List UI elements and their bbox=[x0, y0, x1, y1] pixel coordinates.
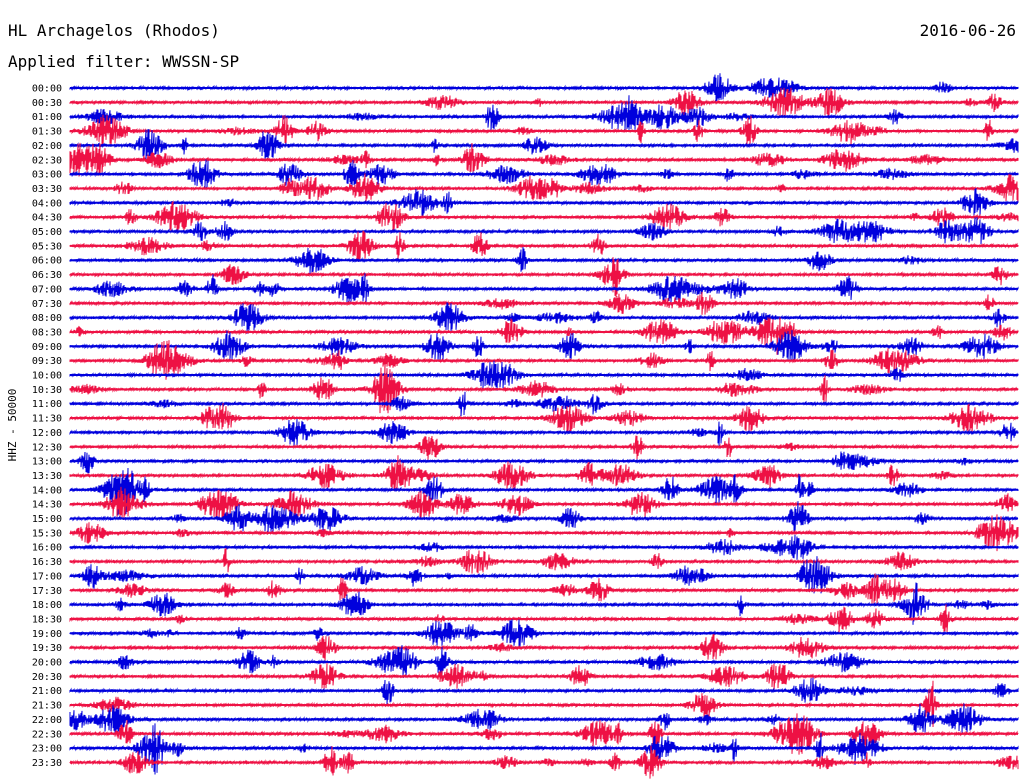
time-label: 17:30 bbox=[32, 586, 62, 597]
time-label: 13:00 bbox=[32, 457, 62, 468]
time-label: 23:00 bbox=[32, 744, 62, 755]
station-title: HL Archagelos (Rhodos) bbox=[8, 21, 220, 40]
time-label: 04:30 bbox=[32, 213, 62, 224]
time-label: 09:30 bbox=[32, 356, 62, 367]
time-labels: 00:00 00:30 01:00 01:30 02:00 02:30 03:00 03:30… bbox=[32, 84, 62, 769]
time-label: 19:00 bbox=[32, 629, 62, 640]
time-label: 21:30 bbox=[32, 701, 62, 712]
time-label: 16:30 bbox=[32, 557, 62, 568]
time-label: 00:00 bbox=[32, 84, 62, 95]
time-label: 03:00 bbox=[32, 170, 62, 181]
time-label: 17:00 bbox=[32, 571, 62, 582]
time-label: 19:30 bbox=[32, 643, 62, 654]
trace-line bbox=[69, 257, 1019, 297]
time-label: 11:00 bbox=[32, 399, 62, 410]
time-label: 15:30 bbox=[32, 528, 62, 539]
time-label: 07:30 bbox=[32, 299, 62, 310]
time-label: 06:30 bbox=[32, 270, 62, 281]
trace-line bbox=[69, 317, 1019, 355]
time-label: 22:30 bbox=[32, 729, 62, 740]
time-label: 05:00 bbox=[32, 227, 62, 238]
record-date: 2016-06-26 bbox=[919, 21, 1016, 40]
y-axis-label: HHZ - 50000 bbox=[6, 389, 19, 462]
trace-line bbox=[69, 451, 1019, 474]
time-label: 05:30 bbox=[32, 241, 62, 252]
time-label: 23:30 bbox=[32, 758, 62, 769]
time-label: 07:00 bbox=[32, 284, 62, 295]
time-label: 18:00 bbox=[32, 600, 62, 611]
time-label: 02:00 bbox=[32, 141, 62, 152]
time-label: 13:30 bbox=[32, 471, 62, 482]
time-label: 03:30 bbox=[32, 184, 62, 195]
time-label: 11:30 bbox=[32, 414, 62, 425]
filter-label: Applied filter: WWSSN-SP bbox=[8, 52, 240, 71]
time-label: 10:30 bbox=[32, 385, 62, 396]
time-label: 08:00 bbox=[32, 313, 62, 324]
time-label: 15:00 bbox=[32, 514, 62, 525]
time-label: 18:30 bbox=[32, 614, 62, 625]
time-label: 14:00 bbox=[32, 485, 62, 496]
time-label: 04:00 bbox=[32, 198, 62, 209]
trace-lines bbox=[69, 73, 1019, 779]
time-label: 06:00 bbox=[32, 256, 62, 267]
time-label: 12:00 bbox=[32, 428, 62, 439]
time-label: 20:30 bbox=[32, 672, 62, 683]
time-label: 08:30 bbox=[32, 327, 62, 338]
time-label: 14:30 bbox=[32, 500, 62, 511]
time-label: 22:00 bbox=[32, 715, 62, 726]
time-label: 01:30 bbox=[32, 127, 62, 138]
time-label: 20:00 bbox=[32, 658, 62, 669]
time-label: 16:00 bbox=[32, 543, 62, 554]
time-label: 00:30 bbox=[32, 98, 62, 109]
time-label: 21:00 bbox=[32, 686, 62, 697]
time-label: 12:30 bbox=[32, 442, 62, 453]
time-label: 10:00 bbox=[32, 371, 62, 382]
time-label: 01:00 bbox=[32, 112, 62, 123]
time-label: 02:30 bbox=[32, 155, 62, 166]
time-label: 09:00 bbox=[32, 342, 62, 353]
